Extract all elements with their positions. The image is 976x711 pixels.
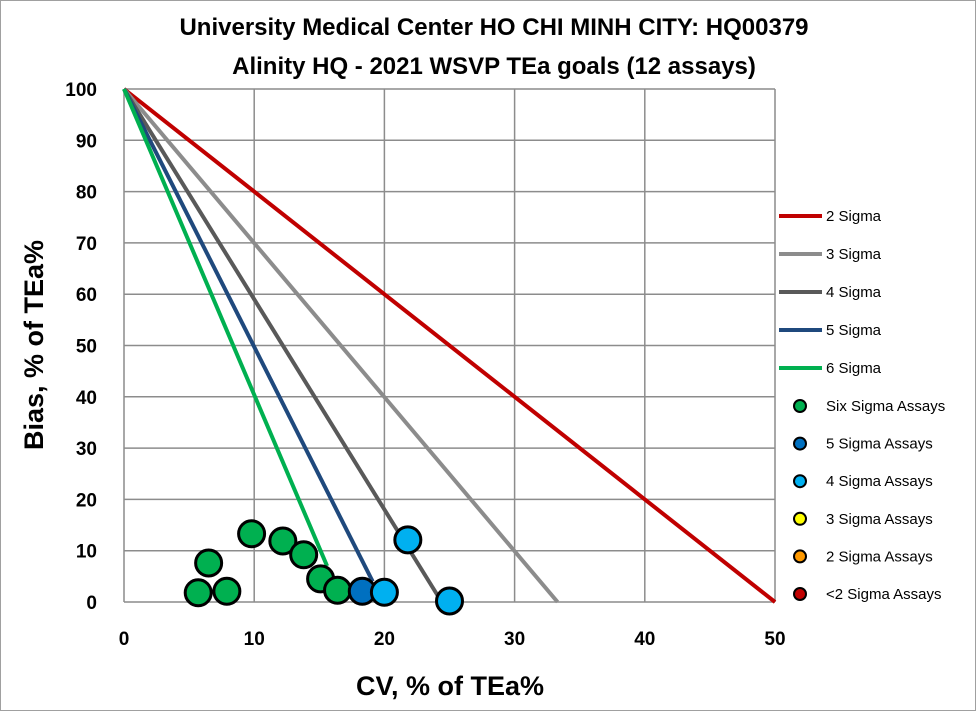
legend-label: 2 Sigma bbox=[826, 208, 882, 225]
assay-point bbox=[435, 586, 464, 616]
sigma-line-3-sigma bbox=[122, 87, 560, 604]
y-tick-label: 100 bbox=[65, 80, 97, 101]
assay-point bbox=[194, 548, 224, 578]
y-tick-label: 60 bbox=[76, 285, 97, 306]
y-tick-label: 70 bbox=[76, 234, 97, 255]
y-tick-label: 80 bbox=[76, 183, 97, 204]
assay-point bbox=[369, 577, 399, 607]
assay-point bbox=[268, 526, 298, 556]
legend-label: Six Sigma Assays bbox=[826, 398, 945, 415]
y-axis-label: Bias, % of TEa% bbox=[19, 240, 49, 450]
y-tick-label: 50 bbox=[76, 337, 97, 358]
legend-marker-swatch bbox=[793, 587, 807, 601]
assay-point bbox=[393, 525, 423, 555]
x-tick-label: 20 bbox=[374, 629, 395, 650]
sigma-line-5-sigma bbox=[122, 88, 375, 583]
legend-label: 2 Sigma Assays bbox=[826, 548, 933, 565]
legend-label: 4 Sigma bbox=[826, 284, 882, 301]
sigma-line-6-sigma bbox=[122, 88, 329, 567]
assay-point bbox=[237, 519, 267, 549]
x-tick-label: 10 bbox=[244, 629, 265, 650]
x-tick-label: 30 bbox=[504, 629, 525, 650]
y-tick-label: 0 bbox=[86, 593, 97, 614]
sigma-line-2-sigma bbox=[122, 87, 777, 604]
y-tick-label: 30 bbox=[76, 439, 97, 460]
y-tick-label: 20 bbox=[76, 490, 97, 511]
x-tick-label: 50 bbox=[764, 629, 785, 650]
assay-point bbox=[183, 578, 213, 608]
legend-label: 6 Sigma bbox=[826, 360, 882, 377]
chart-title: University Medical Center HO CHI MINH CI… bbox=[179, 14, 808, 41]
assay-point bbox=[323, 575, 353, 605]
legend-label: 5 Sigma bbox=[826, 322, 882, 339]
legend-marker-swatch bbox=[793, 474, 807, 489]
legend-marker-swatch bbox=[793, 511, 807, 526]
chart-subtitle: Alinity HQ - 2021 WSVP TEa goals (12 ass… bbox=[232, 53, 756, 80]
y-tick-label: 40 bbox=[76, 388, 97, 409]
y-tick-label: 10 bbox=[76, 542, 97, 563]
sigma-line-4-sigma bbox=[122, 87, 444, 604]
legend-label: 3 Sigma Assays bbox=[826, 511, 933, 528]
legend-label: 3 Sigma bbox=[826, 246, 882, 263]
legend-marker-swatch bbox=[793, 436, 807, 451]
legend-label: <2 Sigma Assays bbox=[826, 586, 941, 603]
assay-point bbox=[212, 576, 242, 606]
legend-label: 4 Sigma Assays bbox=[826, 473, 933, 490]
assay-point bbox=[289, 540, 319, 570]
x-axis-label: CV, % of TEa% bbox=[356, 671, 544, 701]
y-tick-label: 90 bbox=[76, 131, 97, 152]
legend-marker-swatch bbox=[793, 549, 807, 564]
x-tick-label: 40 bbox=[634, 629, 655, 650]
x-tick-label: 0 bbox=[119, 629, 130, 650]
legend-label: 5 Sigma Assays bbox=[826, 436, 933, 453]
legend-marker-swatch bbox=[793, 399, 807, 413]
